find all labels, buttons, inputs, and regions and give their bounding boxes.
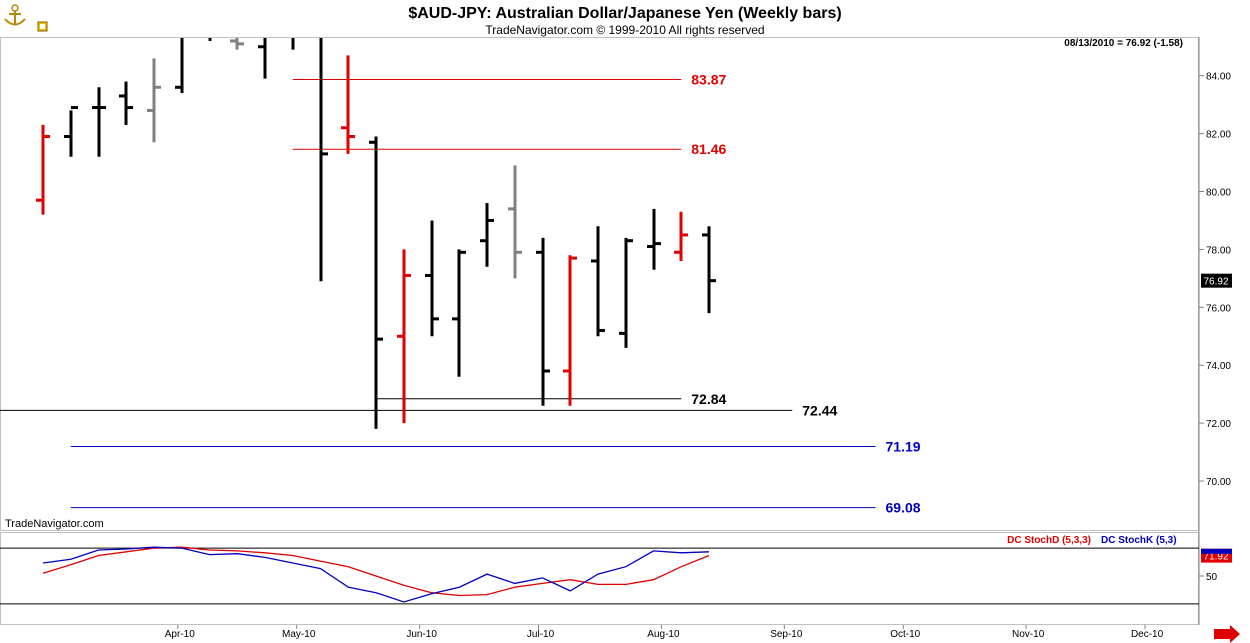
time-tick-label: Sep-10 [770,629,803,640]
stoch-tick-label: 50 [1206,572,1218,583]
price-tick-label: 72.00 [1206,419,1231,430]
price-tick-label: 74.00 [1206,361,1231,372]
ohlc-bar [425,220,439,337]
price-tick-label: 80.00 [1206,188,1231,199]
stoch-k-marker [1201,548,1232,554]
level-label-81-46: 81.46 [691,141,726,157]
stochastic-panel-frame [0,532,1199,625]
ohlc-bar [64,106,78,157]
level-label-83-87: 83.87 [691,71,726,87]
last-price-info: 08/13/2010 = 76.92 (-1.58) [1064,38,1183,49]
ohlc-bar [702,226,716,314]
time-tick-label: Oct-10 [890,629,920,640]
level-label-72-44: 72.44 [802,402,837,418]
time-tick-label: Jun-10 [406,629,437,640]
ohlc-bar [92,87,106,157]
ohlc-bar [452,249,466,377]
ohlc-bar [480,203,494,267]
watermark: TradeNavigator.com [5,518,104,530]
ohlc-bar [536,237,550,406]
level-label-72-84: 72.84 [691,391,726,407]
ohlc-bar [563,255,577,406]
ohlc-bar [591,226,605,337]
time-tick-label: Dec-10 [1131,629,1164,640]
ohlc-bar [319,38,328,282]
ohlc-bar [369,136,383,429]
ohlc-bar [147,58,161,143]
ohlc-bar [175,38,184,94]
ohlc-bar [119,81,133,125]
price-tick-label: 78.00 [1206,245,1231,256]
last-price-tag [1201,273,1232,288]
price-tick-label: 84.00 [1206,72,1231,83]
ohlc-bar [230,38,244,50]
level-label-71-19: 71.19 [886,439,921,455]
last-price-label: 76.92 [1203,277,1228,288]
time-tick-label: May-10 [282,629,316,640]
stoch-line [42,546,710,597]
scroll-right-icon[interactable] [1210,625,1240,643]
price-tick-label: 70.00 [1206,477,1231,488]
stoch-last-label: 71.92 [1203,552,1228,563]
chart-title: $AUD-JPY: Australian Dollar/Japanese Yen… [408,5,841,22]
level-label-69-08: 69.08 [886,500,921,516]
ohlc-bar [674,211,688,261]
stoch-line [42,546,710,603]
legend-stochd: DC StochD (5,3,3) [1007,535,1091,546]
chart-subtitle: TradeNavigator.com © 1999-2010 All right… [485,23,764,37]
ohlc-bar [619,237,633,348]
price-tick-label: 82.00 [1206,130,1231,141]
anchor-icon[interactable] [4,4,26,26]
price-tick-label: 76.00 [1206,303,1231,314]
ohlc-bar [647,208,661,270]
time-tick-label: Jul-10 [527,629,555,640]
ohlc-bar [258,38,267,79]
ohlc-bar [341,55,355,154]
time-tick-label: Apr-10 [165,629,195,640]
ohlc-bar [36,124,50,215]
time-tick-label: Nov-10 [1012,629,1045,640]
legend-stochk: DC StochK (5,3) [1101,535,1177,546]
time-tick-label: Aug-10 [647,629,680,640]
page-nav-icons[interactable] [37,21,48,32]
ohlc-bar [508,165,522,279]
ohlc-bar [397,249,411,424]
